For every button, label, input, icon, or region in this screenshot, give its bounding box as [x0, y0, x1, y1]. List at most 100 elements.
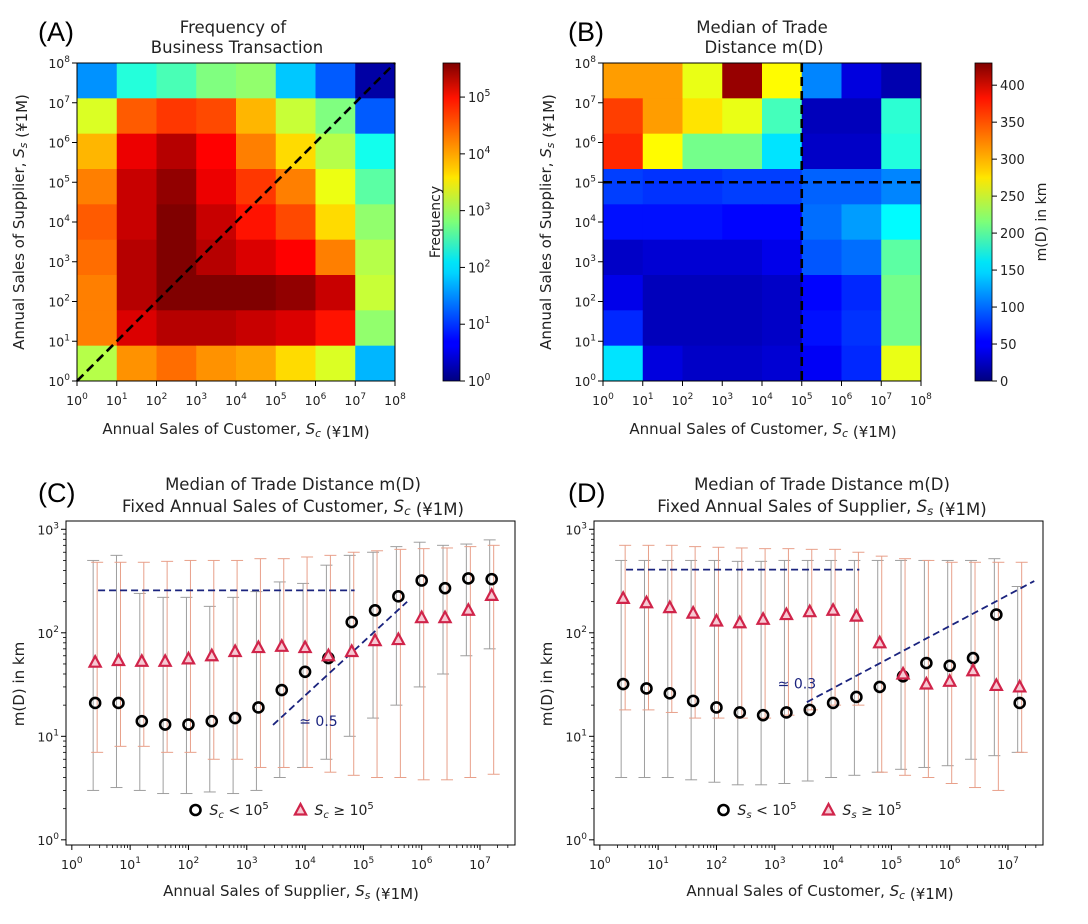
x-tick-label: 107 — [344, 392, 366, 408]
heatmap-cell — [315, 169, 356, 205]
x-tick-label: 105 — [881, 856, 903, 872]
panel-c: (C) Median of Trade Distance m(D) Fixed … — [10, 475, 516, 903]
heatmap-cell — [116, 204, 157, 241]
heatmap-cell — [841, 275, 882, 311]
heatmap-cell — [77, 169, 118, 205]
heatmap-cell — [603, 204, 644, 241]
colorbar-tick-label: 105 — [468, 88, 491, 106]
legend-marker-triangle — [821, 801, 836, 816]
heatmap-cell — [156, 169, 197, 205]
panel-a-title-line-1: Frequency of — [180, 18, 288, 37]
y-tick-label: 100 — [48, 373, 70, 389]
plot-area-c: ≃ 0.5 — [87, 539, 500, 795]
heatmap-cell — [801, 345, 842, 382]
heatmap-cell — [315, 63, 356, 99]
y-tick-label: 100 — [565, 832, 587, 848]
x-tick-label: 100 — [589, 856, 611, 872]
y-tick-label: 104 — [574, 214, 596, 230]
y-tick-label: 102 — [574, 294, 596, 310]
data-point-circle — [275, 683, 289, 697]
heatmap-cell — [355, 169, 396, 205]
plot-frame-d — [593, 520, 1044, 846]
y-axis-label-a: Annual Sales of Supplier, Ss (¥1M) — [10, 94, 31, 350]
y-tick-label: 103 — [574, 254, 596, 270]
heatmap-cell — [642, 204, 683, 241]
heatmap-cell — [801, 204, 842, 241]
heatmap-cell — [116, 239, 157, 276]
heatmap-guides-a — [76, 62, 396, 382]
heatmap-cell — [275, 98, 316, 135]
heatmap-cell — [315, 133, 356, 170]
y-tick-label: 101 — [37, 728, 59, 744]
heatmap-cell — [642, 239, 683, 276]
data-point-circle — [920, 656, 933, 670]
heatmap-cell — [722, 204, 763, 241]
x-tick-label: 106 — [411, 856, 433, 872]
heatmap-cell — [116, 275, 157, 311]
y-tick-label: 103 — [48, 254, 70, 270]
heatmap-cell — [881, 133, 922, 170]
heatmap-cell — [196, 169, 237, 205]
colorbar-tick-label: 350 — [1000, 116, 1025, 131]
heatmap-cell — [881, 275, 922, 311]
panel-b-title-line-1: Median of Trade — [696, 18, 828, 37]
heatmap-cell — [275, 345, 316, 382]
x-tick-label: 104 — [294, 856, 316, 872]
heatmap-cell — [196, 98, 237, 135]
heatmap-cell — [841, 239, 882, 276]
data-point-circle — [252, 701, 265, 714]
y-tick-label: 105 — [48, 174, 70, 190]
data-point-triangle — [157, 652, 173, 667]
heatmap-cell — [642, 63, 683, 99]
heatmap-cell — [762, 63, 803, 99]
heatmap-cell — [881, 204, 922, 241]
colorbar-tick-label: 100 — [1000, 301, 1025, 316]
data-point-circle — [756, 708, 770, 722]
y-tick-label: 107 — [574, 95, 596, 111]
y-axis-label-d: m(D) in km — [538, 642, 556, 726]
heatmap-cell — [156, 310, 197, 347]
heatmap-cell — [841, 169, 882, 205]
panel-d-title-line-1: Median of Trade Distance m(D) — [694, 475, 950, 494]
heatmap-cell — [603, 239, 644, 276]
heatmap-cell — [236, 275, 277, 311]
panel-b-title-line-2: Distance m(D) — [704, 38, 823, 57]
heatmap-cell — [315, 345, 356, 382]
heatmap-cell — [682, 204, 723, 241]
data-point-circle — [485, 572, 498, 586]
data-point-triangle — [320, 647, 336, 662]
heatmap-cell — [315, 310, 356, 347]
heatmap-cell — [881, 345, 922, 382]
heatmap-cell — [236, 204, 277, 241]
heatmap-cells-b — [603, 63, 922, 382]
panel-b: (B) Median of Trade Distance m(D) 100 101… — [537, 17, 1050, 441]
colorbar-tick-label: 100 — [468, 372, 491, 390]
slope-annotation: ≃ 0.5 — [299, 714, 337, 730]
heatmap-cell — [116, 345, 157, 382]
data-point-circle — [826, 696, 840, 710]
x-tick-label: 107 — [997, 856, 1019, 872]
heatmap-cell — [722, 169, 763, 205]
heatmap-cell — [603, 63, 644, 99]
axis-ticks-b: 100 101 102 103 104 105 106 107 108 100 101 102 103 1… — [574, 55, 932, 408]
heatmap-cell — [236, 133, 277, 170]
heatmap-cell — [762, 345, 803, 382]
y-tick-label: 106 — [48, 135, 70, 151]
heatmap-cell — [881, 63, 922, 99]
heatmap-cell — [275, 275, 316, 311]
y-tick-label: 100 — [37, 832, 59, 848]
heatmap-cell — [156, 204, 197, 241]
heatmap-cell — [762, 98, 803, 135]
heatmap-cell — [801, 310, 842, 347]
x-tick-label: 105 — [353, 856, 375, 872]
x-tick-label: 104 — [751, 392, 773, 408]
data-point-circle — [663, 687, 677, 700]
legend-c: Sc < 105 Sc ≥ 105 — [189, 801, 374, 821]
heatmap-cell — [642, 133, 683, 170]
data-point-triangle — [778, 606, 794, 621]
y-tick-label: 103 — [37, 521, 59, 537]
slope-annotation: ≃ 0.3 — [778, 677, 816, 693]
data-point-circle — [462, 572, 475, 585]
y-tick-label: 101 — [574, 333, 596, 349]
data-point-circle — [368, 603, 382, 617]
